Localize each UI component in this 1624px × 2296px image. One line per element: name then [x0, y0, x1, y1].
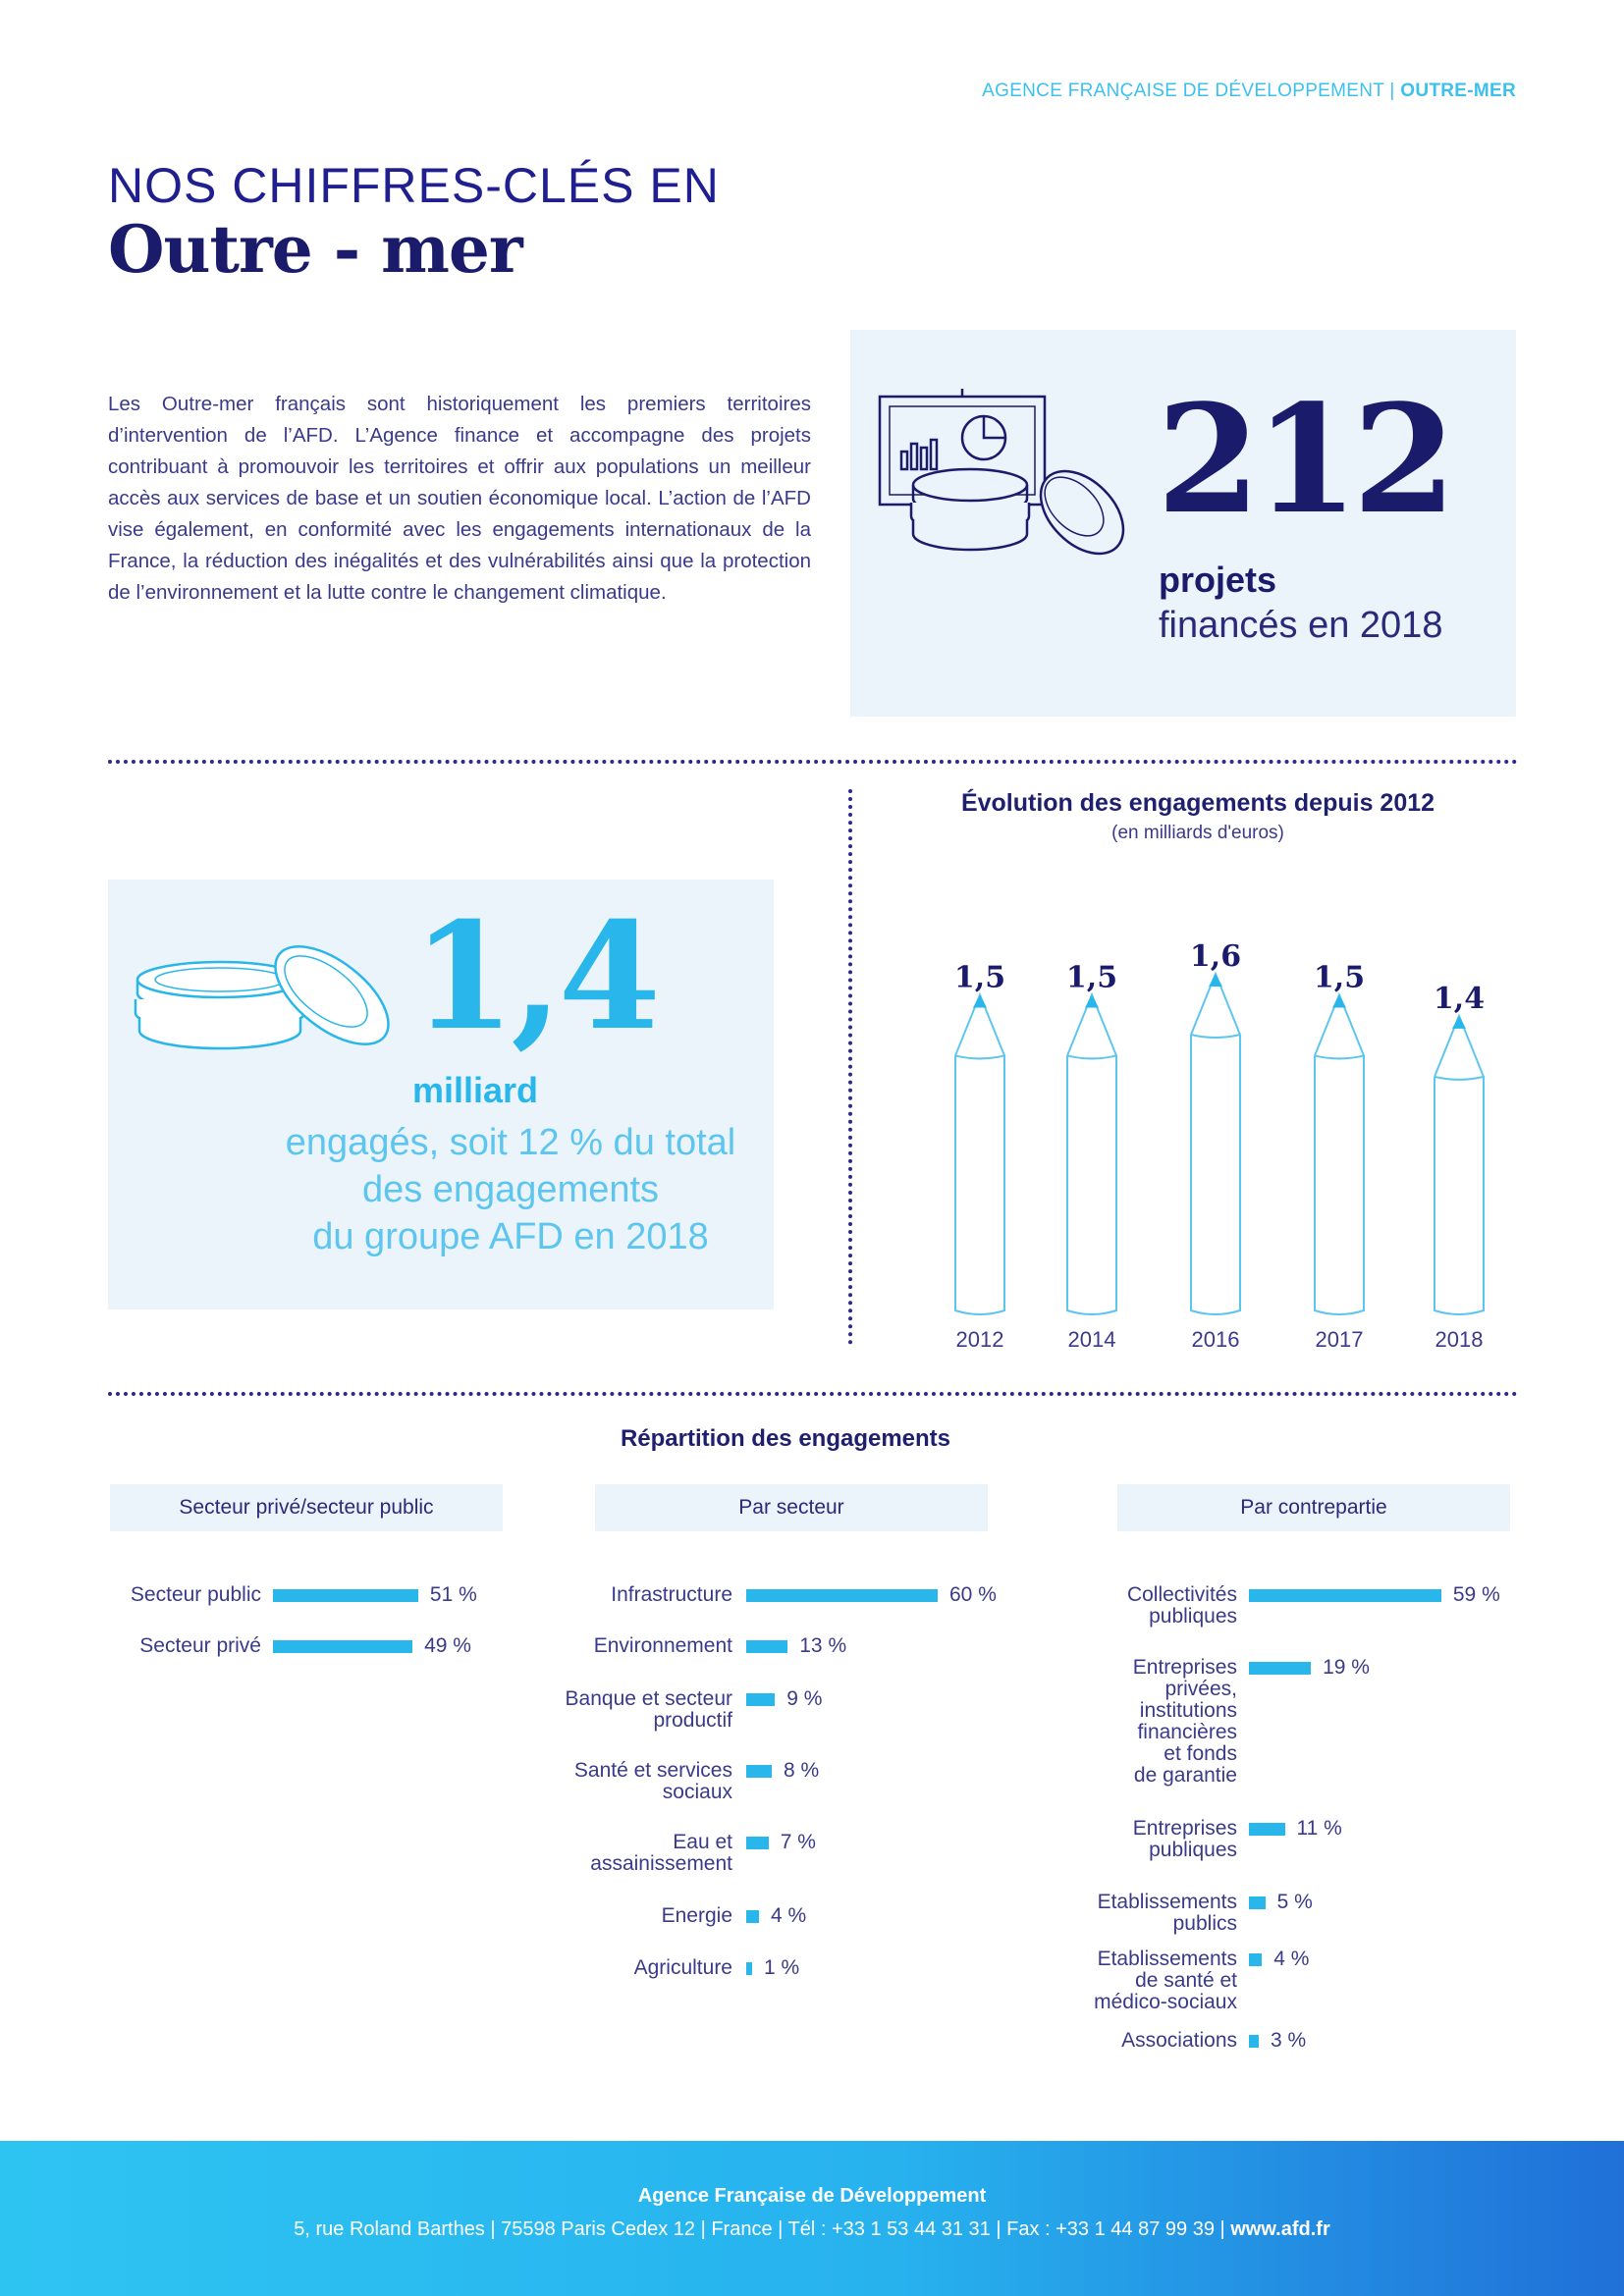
bar-value-label: 4 % — [1273, 1948, 1310, 1970]
evolution-bar — [1314, 991, 1366, 1315]
bar-category-label-display: Infrastructure — [611, 1583, 732, 1606]
evolution-x-label: 2016 — [1192, 1327, 1240, 1352]
bar-category-label-display: Associations — [1121, 2029, 1237, 2052]
presentation-coins-icon — [878, 389, 1125, 556]
bar-value-label: 19 % — [1323, 1656, 1370, 1679]
bar-value-label: 1 % — [764, 1956, 800, 1979]
kpi-amount-label-line: engagés, soit 12 % du total — [285, 1122, 736, 1163]
evolution-value-label: 1,5 — [1066, 960, 1117, 994]
bar-category-label-display: Environnement — [593, 1634, 732, 1657]
bar-value-label: 11 % — [1296, 1817, 1342, 1840]
separator-bottom — [108, 1392, 1518, 1396]
bar-value-label: 9 % — [786, 1687, 823, 1710]
footer — [0, 2141, 1624, 2296]
bar-value-label: 5 % — [1276, 1891, 1313, 1913]
bar-category-label-display: Entreprises publiques — [1132, 1817, 1237, 1861]
kpi-projects-label-bold: projets — [1159, 560, 1277, 600]
kpi-amount-label: engagés, soit 12 % du total des engageme… — [245, 1119, 776, 1260]
footer-address: 5, rue Roland Barthes | 75598 Paris Cede… — [0, 2218, 1624, 2241]
page-title-line2: Outre - mer — [108, 211, 523, 288]
bar-category-label-display: Eau et assainissement — [590, 1831, 732, 1875]
header-separator: | — [1383, 80, 1401, 101]
separator-top — [108, 760, 1518, 764]
bar-value-label: 4 % — [771, 1904, 807, 1927]
evolution-x-label: 2018 — [1435, 1327, 1484, 1352]
kpi-amount-label-line: du groupe AFD en 2018 — [312, 1216, 709, 1257]
evolution-chart: 1,5 2012 1,5 2014 1,6 2016 1,5 2017 1,4 2018 — [954, 939, 1486, 1352]
evolution-x-label: 2014 — [1068, 1327, 1116, 1352]
header-org: AGENCE FRANÇAISE DE DÉVELOPPEMENT — [982, 80, 1384, 101]
kpi-amount-box — [108, 880, 774, 1309]
bar-category-label-display: Collectivités publiques — [1126, 1583, 1237, 1628]
bar — [1249, 2035, 1259, 2048]
kpi-amount-value: 1,4 — [412, 890, 661, 1063]
panel-head-public-private: Secteur privé/secteur public — [110, 1484, 503, 1531]
bar-category-label-display: Santé et services sociaux — [573, 1759, 732, 1803]
bar-category-label-display: Energie — [661, 1904, 732, 1927]
bar — [1249, 1896, 1266, 1909]
bar — [1249, 1823, 1285, 1836]
footer-org: Agence Française de Développement — [637, 2185, 987, 2207]
bar — [1249, 1953, 1263, 1966]
footer-site-link[interactable]: www.afd.fr — [1230, 2218, 1330, 2240]
kpi-amount-label-line: des engagements — [361, 1169, 660, 1210]
bar-value-label: 8 % — [784, 1759, 820, 1782]
bar-category-label-display: Agriculture — [633, 1956, 732, 1979]
evolution-chart-title: Évolution des engagements depuis 2012 — [960, 789, 1435, 817]
bar-value-label: 7 % — [780, 1831, 816, 1853]
repartition-title: Répartition des engagements — [620, 1425, 951, 1452]
bar-category-label-display: Etablissements publics — [1097, 1891, 1237, 1935]
coins-icon — [134, 945, 390, 1050]
evolution-bar — [1190, 971, 1242, 1315]
bar-value-label: 60 % — [949, 1583, 997, 1606]
panel-head-sector: Par secteur — [595, 1484, 988, 1531]
bar — [746, 1765, 772, 1778]
bar-category-label-display: Secteur privé — [139, 1634, 261, 1657]
intro-paragraph: Les Outre-mer français sont historiqueme… — [108, 393, 811, 604]
bar-category-label-display: Secteur public — [130, 1583, 261, 1606]
evolution-value-label: 1,5 — [1314, 960, 1365, 994]
evolution-bar — [1066, 991, 1118, 1315]
kpi-projects-value: 212 — [1157, 371, 1456, 547]
header-tag: AGENCE FRANÇAISE DE DÉVELOPPEMENT | OUTR… — [982, 80, 1516, 102]
footer-address-text: 5, rue Roland Barthes | 75598 Paris Cede… — [294, 2218, 1231, 2240]
bar-value-label: 49 % — [424, 1634, 471, 1657]
evolution-value-label: 1,6 — [1190, 939, 1241, 974]
separator-vertical — [848, 789, 852, 1345]
bar-value-label: 3 % — [1270, 2029, 1307, 2052]
evolution-value-label: 1,4 — [1434, 982, 1485, 1016]
bar — [746, 1962, 752, 1975]
evolution-bar — [1434, 1013, 1486, 1315]
kpi-amount-label-bold: milliard — [412, 1070, 539, 1110]
evolution-x-label: 2017 — [1316, 1327, 1364, 1352]
panel-head-counterpart: Par contrepartie — [1117, 1484, 1510, 1531]
bar-value-label: 51 % — [429, 1583, 477, 1606]
bar-value-label: 59 % — [1452, 1583, 1500, 1606]
bar — [746, 1837, 769, 1849]
bar — [1249, 1662, 1312, 1675]
kpi-projects-label: financés en 2018 — [1159, 605, 1443, 646]
bar-value-label: 13 % — [799, 1634, 847, 1657]
evolution-x-label: 2012 — [956, 1327, 1004, 1352]
evolution-value-label: 1,5 — [954, 960, 1005, 994]
bar-category-label-display: Banque et secteur productif — [565, 1687, 732, 1732]
bar — [746, 1910, 759, 1923]
bar-category-label-display: Entreprises privées, institutions financièr… — [1132, 1656, 1237, 1787]
evolution-bar — [954, 991, 1006, 1315]
bar-category-label-display: Etablissements de santé et médico-sociaux — [1094, 1948, 1237, 2013]
evolution-chart-subtitle: (en milliards d'euros) — [1111, 823, 1284, 843]
bar — [746, 1640, 788, 1653]
header-section: OUTRE-MER — [1400, 80, 1516, 101]
bar — [746, 1693, 776, 1706]
page-title-line1: NOS CHIFFRES-CLÉS EN — [108, 158, 720, 213]
bar — [273, 1640, 413, 1653]
bar — [273, 1589, 418, 1602]
bar — [746, 1589, 938, 1602]
bar — [1249, 1589, 1441, 1602]
